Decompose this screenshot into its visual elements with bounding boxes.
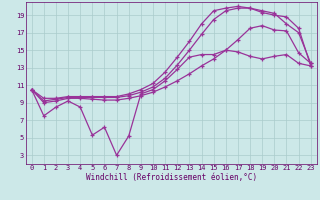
X-axis label: Windchill (Refroidissement éolien,°C): Windchill (Refroidissement éolien,°C) [86,173,257,182]
